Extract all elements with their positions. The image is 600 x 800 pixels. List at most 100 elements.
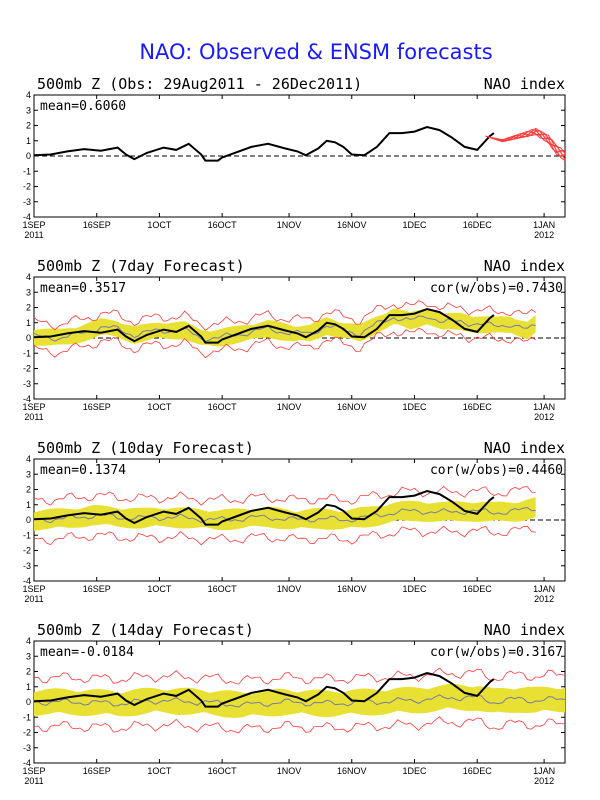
panels-group: 500mb Z (Obs: 29Aug2011 - 26Dec2011) NAO … [22,75,566,786]
ensemble-mean-line [33,507,536,524]
x-tick-label: 16SEP [83,402,111,412]
x-tick-label: 16SEP [83,584,111,594]
correlation-label: cor(w/obs)=0.4460 [430,463,563,478]
y-tick-label: -2 [23,728,31,738]
panel-index-label: NAO index [484,257,565,275]
y-tick-label: 1 [26,318,31,328]
y-tick-label: -2 [23,364,31,374]
x-tick-label: 1SEP [22,766,45,776]
y-tick-label: -4 [23,758,31,768]
x-tick-label: 1SEP [22,402,45,412]
panel-3: 500mb Z (10day Forecast) NAO index 4 3 2 1 0 -1… [22,439,566,604]
x-tick-label: 16DEC [463,584,493,594]
mean-label: mean=0.3517 [40,281,126,296]
observed-series [33,489,495,526]
x-tick-label: 16NOV [337,402,367,412]
y-tick-label: 3 [26,469,31,479]
panel-title: 500mb Z (Obs: 29Aug2011 - 26Dec2011) [37,75,362,93]
x-tick-label: 16OCT [208,584,238,594]
x-tick-label: 1NOV [277,766,302,776]
panel-2: 500mb Z (7day Forecast) NAO index 4 3 2 1 0 -1 -… [22,257,566,422]
x-tick-year: 2012 [534,230,554,240]
y-tick-label: 2 [26,303,31,313]
observed-series [33,671,495,708]
x-tick-label: 1OCT [147,402,172,412]
x-tick-label: 1SEP [22,584,45,594]
ensemble-member [485,131,566,161]
y-tick-label: -4 [23,576,31,586]
y-tick-label: 1 [26,682,31,692]
x-tick-label: 16OCT [208,220,238,230]
spread-band [34,683,565,718]
y-tick-label: 0 [26,515,31,525]
y-tick-label: -2 [23,182,31,192]
correlation-label: cor(w/obs)=0.3167 [430,645,563,660]
panel-title: 500mb Z (7day Forecast) [37,257,245,275]
y-tick-label: 4 [26,636,31,646]
correlation-label: cor(w/obs)=0.7430 [430,281,563,296]
y-tick-label: 2 [26,667,31,677]
spread-max-line [33,667,566,685]
x-tick-year: 2011 [24,776,43,786]
panel-1: 500mb Z (Obs: 29Aug2011 - 26Dec2011) NAO … [22,75,566,240]
spread-min-line [33,525,536,546]
x-tick-label: 1OCT [147,766,172,776]
observed-series [33,125,495,162]
panel-title: 500mb Z (14day Forecast) [37,621,254,639]
x-tick-label: 1OCT [147,220,172,230]
spread-band [34,497,536,531]
y-tick-label: 1 [26,500,31,510]
spread-min-line [33,327,536,359]
x-tick-label: 1DEC [402,220,427,230]
x-tick-label: 1OCT [147,584,172,594]
y-tick-label: -4 [23,212,31,222]
x-tick-year: 2011 [24,230,43,240]
x-tick-year: 2011 [24,594,43,604]
x-tick-label: 1NOV [277,220,302,230]
panel-index-label: NAO index [484,439,565,457]
x-tick-label: 1DEC [402,766,427,776]
x-tick-year: 2012 [534,412,554,422]
y-tick-label: -3 [23,743,31,753]
x-tick-label: 1NOV [277,584,302,594]
y-tick-label: -2 [23,546,31,556]
mean-label: mean=0.1374 [40,463,126,478]
mean-label: mean=0.6060 [40,99,126,114]
y-tick-label: -4 [23,394,31,404]
y-tick-label: 2 [26,485,31,495]
x-tick-label: 1JAN [533,584,555,594]
spread-max-line [33,485,536,506]
x-tick-label: 1NOV [277,402,302,412]
panel-title: 500mb Z (10day Forecast) [37,439,254,457]
panel-4: 500mb Z (14day Forecast) NAO index 4 3 2 1 0 -1… [22,621,566,786]
mean-label: mean=-0.0184 [40,645,134,660]
y-tick-label: 3 [26,105,31,115]
spread-min-line [33,716,566,734]
y-tick-label: -1 [23,166,31,176]
y-tick-label: -3 [23,379,31,389]
panel-index-label: NAO index [484,621,565,639]
x-tick-label: 16SEP [83,766,111,776]
y-tick-label: -3 [23,197,31,207]
spread-max-line [33,300,536,331]
x-tick-year: 2012 [534,776,554,786]
x-tick-label: 16NOV [337,766,367,776]
y-tick-label: 2 [26,121,31,131]
y-tick-label: -1 [23,712,31,722]
x-tick-label: 1DEC [402,584,427,594]
y-tick-label: 0 [26,151,31,161]
x-tick-label: 16OCT [208,766,238,776]
y-tick-label: 0 [26,697,31,707]
ensemble-member [485,130,566,157]
x-tick-label: 16DEC [463,766,493,776]
x-tick-label: 16DEC [463,402,493,412]
x-tick-label: 16OCT [208,402,238,412]
x-tick-label: 1SEP [22,220,45,230]
panel-index-label: NAO index [484,75,565,93]
x-tick-year: 2012 [534,594,554,604]
y-tick-label: 0 [26,333,31,343]
observed-series [33,307,495,344]
y-tick-label: 3 [26,287,31,297]
y-tick-label: 1 [26,136,31,146]
